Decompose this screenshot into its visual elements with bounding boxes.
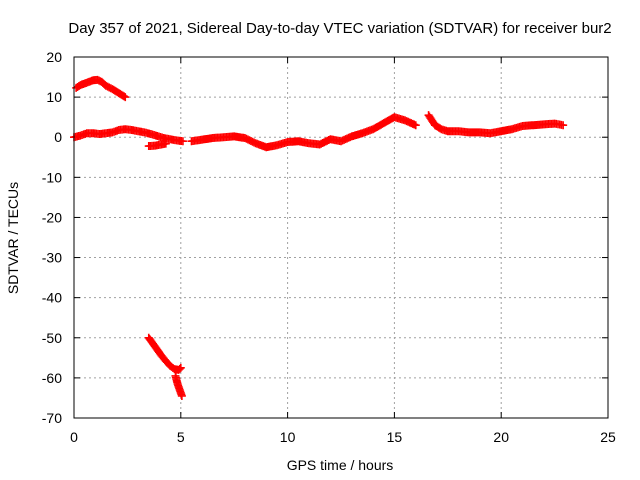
series-track-main-low	[70, 125, 187, 146]
x-tick-label: 20	[493, 429, 509, 445]
series-track-short-dip	[144, 139, 170, 151]
axis-ticks: 0 5 10 15 20 25 -70 -60 -50 -40 -30 -20 -10 0 10 20	[42, 49, 616, 445]
y-axis-label: SDTVAR / TECUs	[5, 182, 21, 294]
data-points	[70, 75, 568, 400]
data-point	[411, 121, 420, 130]
y-tick-label: 20	[46, 49, 62, 65]
data-point	[119, 92, 128, 101]
y-tick-label: 10	[46, 89, 62, 105]
y-tick-label: -30	[42, 250, 62, 266]
series-track-drop-tail	[171, 371, 186, 400]
data-point	[559, 121, 568, 130]
series-track-late	[424, 111, 568, 138]
data-point	[161, 139, 170, 148]
chart-title: Day 357 of 2021, Sidereal Day-to-day VTE…	[68, 20, 611, 37]
y-tick-label: -40	[42, 290, 62, 306]
series-track-drop	[144, 333, 185, 374]
y-tick-label: -10	[42, 169, 62, 185]
data-point	[177, 391, 186, 400]
x-tick-label: 0	[70, 429, 78, 445]
x-tick-label: 5	[177, 429, 185, 445]
y-tick-label: 0	[54, 129, 62, 145]
x-tick-label: 10	[280, 429, 296, 445]
data-point	[121, 93, 130, 102]
plot-frame	[73, 56, 609, 419]
x-tick-label: 15	[387, 429, 403, 445]
y-tick-label: -20	[42, 209, 62, 225]
data-point	[176, 363, 185, 372]
series-track-mid	[187, 113, 420, 152]
data-point	[175, 364, 184, 373]
data-point	[178, 137, 187, 146]
y-tick-label: -50	[42, 330, 62, 346]
y-tick-label: -60	[42, 370, 62, 386]
x-tick-label: 25	[600, 429, 616, 445]
series-track-early-high	[72, 75, 130, 102]
grid	[74, 57, 608, 418]
x-axis-label: GPS time / hours	[287, 457, 394, 473]
y-tick-label: -70	[42, 410, 62, 426]
